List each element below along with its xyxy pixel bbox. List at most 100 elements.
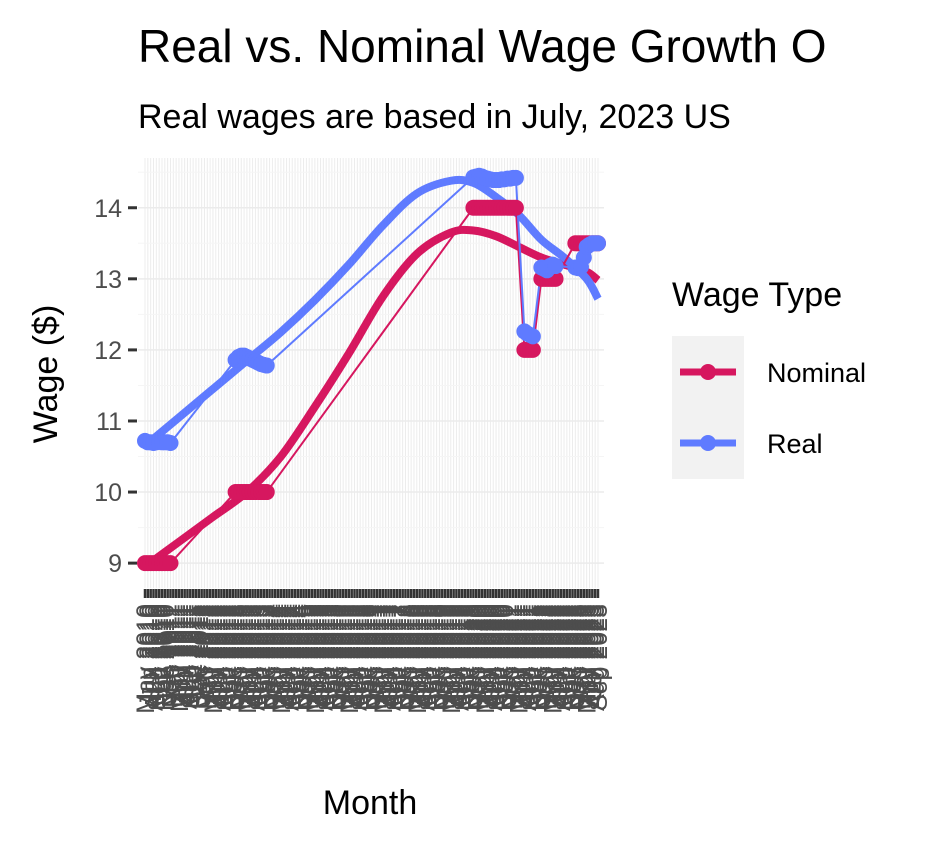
x-tick-label: Feb 2011: [157, 604, 185, 708]
x-tick-label: Apr 2013: [231, 604, 259, 705]
y-axis: 9 10 11 12 13 14: [94, 195, 137, 578]
x-tick-label: May 2020: [472, 604, 500, 714]
x-tick-label: Jul 2013: [240, 604, 268, 699]
x-tick-label: Oct 2014: [282, 604, 310, 706]
x-tick-label: Feb 2015: [293, 604, 321, 710]
x-tick-label: Nov 2022: [557, 604, 585, 711]
x-tick-label: Jun 2023: [577, 604, 605, 707]
x-tick-label: May 2021: [506, 604, 534, 714]
x-tick-label: May 2018: [404, 604, 432, 714]
x-tick-label: Oct 2021: [520, 604, 548, 705]
x-tick-label: Aug 2013: [242, 604, 270, 711]
x-tick-label: Oct 2017: [384, 604, 412, 705]
x-tick-label: Apr 2019: [435, 604, 463, 705]
x-tick-label: Apr 2015: [299, 604, 327, 705]
x-tick-label: May 2016: [336, 604, 364, 714]
x-tick-label: Aug 2019: [446, 604, 474, 711]
real-point: [162, 435, 179, 452]
x-tick-label: Apr 2016: [333, 604, 361, 705]
y-tick-label: 13: [94, 266, 122, 294]
x-tick-label: Apr 2022: [537, 604, 565, 705]
y-tick-label: 10: [94, 479, 122, 507]
x-tick-label: Mar 2018: [398, 604, 426, 710]
x-tick-label: Feb 2021: [497, 604, 525, 710]
x-tick-label: Nov 2017: [387, 604, 415, 711]
x-tick-label: Sep 2023: [585, 604, 613, 711]
x-tick-label: Jun 2021: [509, 604, 537, 707]
x-tick-label: Jan 2022: [528, 604, 556, 707]
x-tick-label: Aug 2017: [378, 604, 406, 711]
x-tick-label: Oct 2011: [180, 604, 208, 704]
x-tick-label: Jul 2022: [545, 604, 573, 699]
x-tick-label: Jan 2019: [426, 604, 454, 707]
x-tick-label: Sep 2014: [279, 604, 307, 711]
x-tick-label: Dec 2017: [390, 604, 418, 711]
nominal-point: [507, 199, 524, 216]
x-tick-label: Jun 2020: [475, 604, 503, 707]
y-tick-label: 12: [94, 337, 122, 365]
x-tick-label: Jan 2013: [223, 604, 251, 707]
x-tick-label: Jul 2012: [206, 604, 234, 699]
x-tick-label: May 2019: [438, 604, 466, 714]
y-axis-title: Wage ($): [27, 305, 65, 444]
x-tick-label: Sep 2019: [449, 604, 477, 711]
x-tick-label: Mar 2023: [568, 604, 596, 710]
x-tick-label: Dec 2018: [424, 604, 452, 711]
x-tick-label: Sep 2011: [177, 604, 205, 709]
x-tick-label: Nov 2014: [285, 604, 313, 711]
x-tick-label: Jul 2016: [342, 604, 370, 699]
x-tick-label: Feb 2023: [565, 604, 593, 710]
x-tick-label: Oct 2010: [146, 604, 174, 705]
x-tick-label: Jul 2015: [308, 604, 336, 699]
x-tick-label: Jun 2010: [135, 604, 163, 707]
x-tick-label: Aug 2015: [310, 604, 338, 711]
x-tick-label: Jun 2017: [373, 604, 401, 707]
x-tick-label: Oct 2015: [316, 604, 344, 705]
x-tick-label: Sep 2016: [347, 604, 375, 711]
x-tick-label: Jun 2012: [203, 604, 231, 707]
x-tick-label: Aug 2022: [548, 604, 576, 711]
x-tick-label: Sep 2020: [483, 604, 511, 711]
x-tick-label: Sep 2012: [211, 604, 239, 711]
legend-label-real: Real: [767, 429, 823, 459]
x-tick-label: May 2011: [166, 604, 194, 712]
x-tick-label: Mar 2020: [466, 604, 494, 710]
x-tick-label: Oct 2020: [486, 604, 514, 705]
x-tick-label: Apr 2011: [163, 604, 191, 704]
x-tick-label: Dec 2020: [492, 604, 520, 711]
x-tick-label: May 2013: [234, 604, 262, 714]
y-tick-label: 14: [94, 195, 122, 223]
x-tick-label: Nov 2020: [489, 604, 517, 711]
legend-key-background: [672, 336, 744, 479]
x-tick-label: Nov 2019: [455, 604, 483, 711]
x-tick-label: Dec 2010: [152, 604, 180, 711]
x-tick-label: Sep 2022: [551, 604, 579, 711]
y-tick-label: 9: [108, 550, 122, 578]
legend-key-nominal-point: [700, 364, 716, 380]
x-tick-label: Jun 2014: [271, 604, 299, 707]
x-tick-label: Mar 2013: [228, 604, 256, 710]
x-tick-label: Dec 2015: [322, 604, 350, 711]
real-smooth-line: [142, 175, 602, 449]
x-tick-label: Dec 2016: [356, 604, 384, 711]
x-tick-label: Sep 2018: [415, 604, 443, 711]
x-tick-label: Jan 2016: [325, 604, 353, 707]
x-tick-label: Mar 2019: [432, 604, 460, 710]
x-tick-label: Mar 2017: [364, 604, 392, 710]
x-tick-label: Feb 2014: [259, 604, 287, 710]
x-tick-label: Jul 2014: [274, 604, 302, 699]
x-tick-label: Oct 2022: [554, 604, 582, 705]
x-tick-label: Jun 2016: [339, 604, 367, 707]
x-tick-label: May 2010: [132, 604, 160, 714]
x-tick-label: May 2023: [574, 604, 602, 714]
x-tick-label: Jun 2011: [169, 604, 197, 705]
x-tick-label: Sep 2015: [313, 604, 341, 711]
x-tick-label: Nov 2015: [319, 604, 347, 711]
x-tick-label: May 2015: [302, 604, 330, 714]
x-tick-label: Apr 2020: [469, 604, 497, 705]
x-tick-label: Apr 2012: [197, 604, 225, 705]
x-tick-label: Aug 2021: [514, 604, 542, 711]
x-tick-label: Jun 2015: [305, 604, 333, 707]
x-tick-label: Apr 2021: [503, 604, 531, 705]
